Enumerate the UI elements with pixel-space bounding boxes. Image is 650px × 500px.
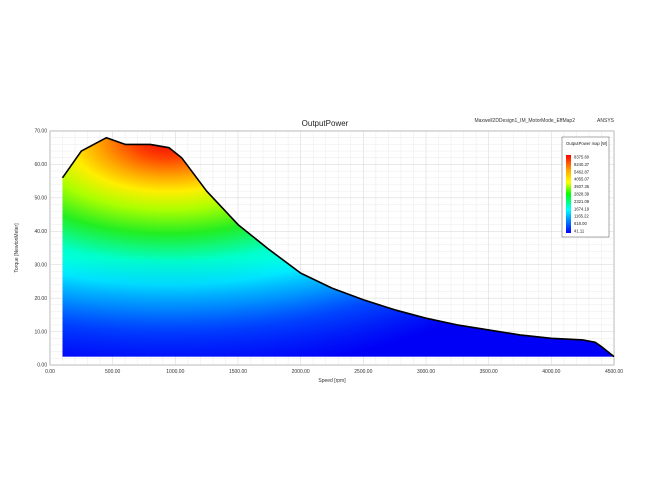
x-tick-label: 3500.00: [480, 369, 498, 375]
y-tick-label: 50.00: [34, 196, 47, 202]
x-tick-label: 2000.00: [292, 369, 310, 375]
x-tick-label: 1500.00: [229, 369, 247, 375]
legend-value: 2321.09: [574, 199, 590, 204]
legend-color-bar: [566, 155, 571, 233]
brand-label: ANSYS: [597, 118, 615, 124]
y-tick-label: 30.00: [34, 262, 47, 268]
legend-value: 41.11: [574, 229, 585, 234]
legend-value: 618.00: [574, 221, 587, 226]
chart-title: OutputPower: [302, 119, 349, 128]
legend-value: 4055.07: [574, 177, 590, 182]
legend-value: 1674.19: [574, 206, 590, 211]
legend-title: OutputPower map [W]: [566, 141, 607, 146]
x-tick-label: 4500.00: [605, 369, 623, 375]
legend-value: 3937.35: [574, 184, 590, 189]
x-tick-label: 4000.00: [542, 369, 560, 375]
x-tick-label: 3000.00: [417, 369, 435, 375]
legend-value: 5462.87: [574, 169, 590, 174]
y-tick-label: 10.00: [34, 329, 47, 335]
y-tick-label: 0.00: [37, 363, 47, 369]
y-tick-label: 40.00: [34, 229, 47, 235]
x-tick-label: 0.00: [45, 369, 55, 375]
legend-value: 2828.39: [574, 192, 590, 197]
design-label: Maxwell2DDesign1_IM_MotorMode_EffMap2: [474, 118, 575, 124]
x-axis-ticks: 0.00 500.00 1000.00 1500.00 2000.00 2500.00 30…: [45, 369, 623, 375]
y-axis-ticks: 0.00 10.00 20.00 30.00 40.00 50.00 60.00 70.00: [34, 129, 47, 369]
legend-value: 8375.60: [574, 155, 590, 160]
y-tick-label: 70.00: [34, 129, 47, 135]
envelope-line: [61, 136, 615, 358]
legend-value: 1165.22: [574, 214, 589, 219]
legend-value: 8240.37: [574, 162, 590, 167]
legend: OutputPower map [W] 8375.60 8240.37 5462.8…: [561, 136, 610, 238]
y-tick-label: 60.00: [34, 162, 47, 168]
x-axis-label: Speed [rpm]: [318, 378, 346, 384]
y-tick-label: 20.00: [34, 296, 47, 302]
heat-area-shade: [62, 137, 614, 357]
x-tick-label: 2500.00: [354, 369, 372, 375]
y-axis-label: Torque [NewtonMeter]: [14, 223, 20, 273]
x-tick-label: 1000.00: [166, 369, 184, 375]
x-tick-label: 500.00: [105, 369, 121, 375]
